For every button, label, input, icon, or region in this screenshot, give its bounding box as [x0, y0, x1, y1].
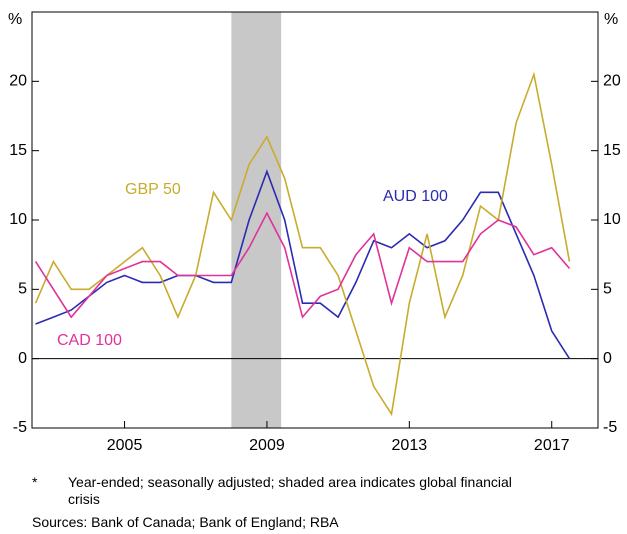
y-unit: % [8, 11, 22, 28]
series-label: AUD 100 [383, 188, 448, 205]
x-tick-label: 2013 [392, 437, 428, 454]
shaded-area [231, 12, 282, 428]
y2-tick-label: -5 [603, 419, 617, 436]
series-line [34, 211, 571, 319]
footnote: Year-ended; seasonally adjusted; shaded … [68, 474, 512, 507]
plot-frame [31, 11, 599, 429]
y-tick-label: 10 [9, 211, 27, 228]
series-label: CAD 100 [57, 332, 122, 349]
y2-tick-label: 0 [603, 350, 612, 367]
y-tick-label: -5 [13, 419, 27, 436]
sources: Sources: Bank of Canada; Bank of England… [32, 514, 339, 530]
x-tick-label: 2009 [249, 437, 285, 454]
y2-tick-label: 15 [603, 142, 621, 159]
footnote-marker: * [32, 474, 38, 490]
series-line [34, 71, 571, 417]
y2-tick-label: 20 [603, 73, 621, 90]
y-tick-label: 20 [9, 73, 27, 90]
y-tick-label: 15 [9, 142, 27, 159]
y-tick-label: 5 [18, 281, 27, 298]
chart: -5 -5 0 0 5 5 10 10 15 15 20 20% % 2005 2009 2013 2017 AU… [8, 11, 621, 454]
y2-unit: % [604, 11, 618, 28]
series-line [35, 169, 571, 360]
y2-tick-label: 5 [603, 281, 612, 298]
y-tick-label: 0 [18, 350, 27, 367]
x-tick-label: 2017 [534, 437, 570, 454]
x-tick-label: 2005 [107, 437, 143, 454]
series-label: GBP 50 [125, 181, 181, 198]
y2-tick-label: 10 [603, 211, 621, 228]
